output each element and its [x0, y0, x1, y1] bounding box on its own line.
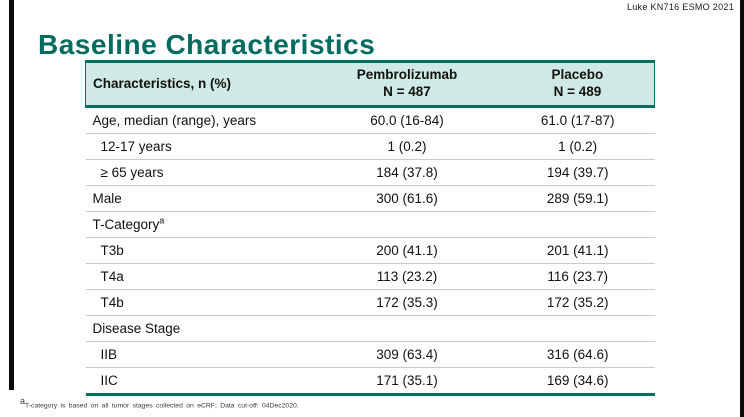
pembrolizumab-value: 60.0 (16-84)	[313, 106, 501, 134]
column-header-characteristics: Characteristics, n (%)	[85, 60, 314, 108]
placebo-value: 1 (0.2)	[500, 133, 655, 160]
table-row: IIB 309 (63.4) 316 (64.6)	[85, 341, 655, 368]
pembrolizumab-value: 171 (35.1)	[313, 367, 501, 396]
pembrolizumab-value: 309 (63.4)	[313, 341, 501, 368]
footnote: aT-category is based on all tumor stages…	[20, 397, 299, 410]
placebo-value: 172 (35.2)	[500, 289, 655, 316]
table-row: T4b 172 (35.3) 172 (35.2)	[85, 289, 655, 316]
slide-edge-bar-right	[740, 0, 744, 417]
placebo-value: 116 (23.7)	[500, 263, 655, 290]
pembrolizumab-value: 113 (23.2)	[313, 263, 501, 290]
footnote-sup: a	[20, 396, 26, 406]
table-row: 12-17 years 1 (0.2) 1 (0.2)	[85, 133, 655, 160]
arm-n: N = 487	[383, 84, 431, 99]
row-label: T4a	[85, 263, 314, 290]
table-row: T-Categorya	[85, 211, 655, 238]
slide-edge-bar-left	[9, 0, 14, 390]
table-row: ≥ 65 years 184 (37.8) 194 (39.7)	[85, 159, 655, 186]
footnote-text: T-category is based on all tumor stages …	[25, 402, 299, 410]
pembrolizumab-value: 172 (35.3)	[313, 289, 501, 316]
table-row: T4a 113 (23.2) 116 (23.7)	[85, 263, 655, 290]
placebo-value	[500, 315, 655, 342]
pembrolizumab-value: 1 (0.2)	[313, 133, 501, 160]
row-label: Male	[85, 185, 314, 212]
placebo-value	[500, 211, 655, 238]
slide-credit: Luke KN716 ESMO 2021	[626, 2, 734, 12]
placebo-value: 289 (59.1)	[500, 185, 655, 212]
row-label: T-Categorya	[85, 211, 314, 238]
pembrolizumab-value	[313, 211, 501, 238]
column-header-pembrolizumab: Pembrolizumab N = 487	[313, 60, 501, 108]
baseline-characteristics-table: Characteristics, n (%) Pembrolizumab N =…	[85, 60, 655, 396]
placebo-value: 61.0 (17-87)	[500, 106, 655, 134]
row-label: IIB	[85, 341, 314, 368]
table-row: Age, median (range), years 60.0 (16-84) …	[85, 106, 655, 134]
arm-name: Pembrolizumab	[356, 67, 458, 83]
pembrolizumab-value: 184 (37.8)	[313, 159, 501, 186]
arm-name: Placebo	[551, 67, 604, 83]
table-row: Male 300 (61.6) 289 (59.1)	[85, 185, 655, 212]
pembrolizumab-value	[313, 315, 501, 342]
pembrolizumab-value: 200 (41.1)	[313, 237, 501, 264]
table-header: Characteristics, n (%) Pembrolizumab N =…	[85, 60, 655, 108]
row-label: T3b	[85, 237, 314, 264]
placebo-value: 316 (64.6)	[500, 341, 655, 368]
page-title: Baseline Characteristics	[38, 28, 376, 60]
row-label: 12-17 years	[85, 133, 314, 160]
table-row: IIC 171 (35.1) 169 (34.6)	[85, 367, 655, 396]
row-label: ≥ 65 years	[85, 159, 314, 186]
row-label: Age, median (range), years	[85, 106, 314, 134]
row-label: Disease Stage	[85, 315, 314, 342]
arm-n: N = 489	[553, 84, 602, 99]
table-header-row: Characteristics, n (%) Pembrolizumab N =…	[85, 60, 655, 108]
table-body: Age, median (range), years 60.0 (16-84) …	[85, 106, 655, 396]
pembrolizumab-value: 300 (61.6)	[313, 185, 501, 212]
column-header-placebo: Placebo N = 489	[500, 60, 655, 108]
placebo-value: 201 (41.1)	[500, 237, 655, 264]
placebo-value: 169 (34.6)	[500, 367, 655, 396]
table-row: T3b 200 (41.1) 201 (41.1)	[85, 237, 655, 264]
table-row: Disease Stage	[85, 315, 655, 342]
row-label: T4b	[85, 289, 314, 316]
placebo-value: 194 (39.7)	[500, 159, 655, 186]
row-label: IIC	[85, 367, 314, 396]
